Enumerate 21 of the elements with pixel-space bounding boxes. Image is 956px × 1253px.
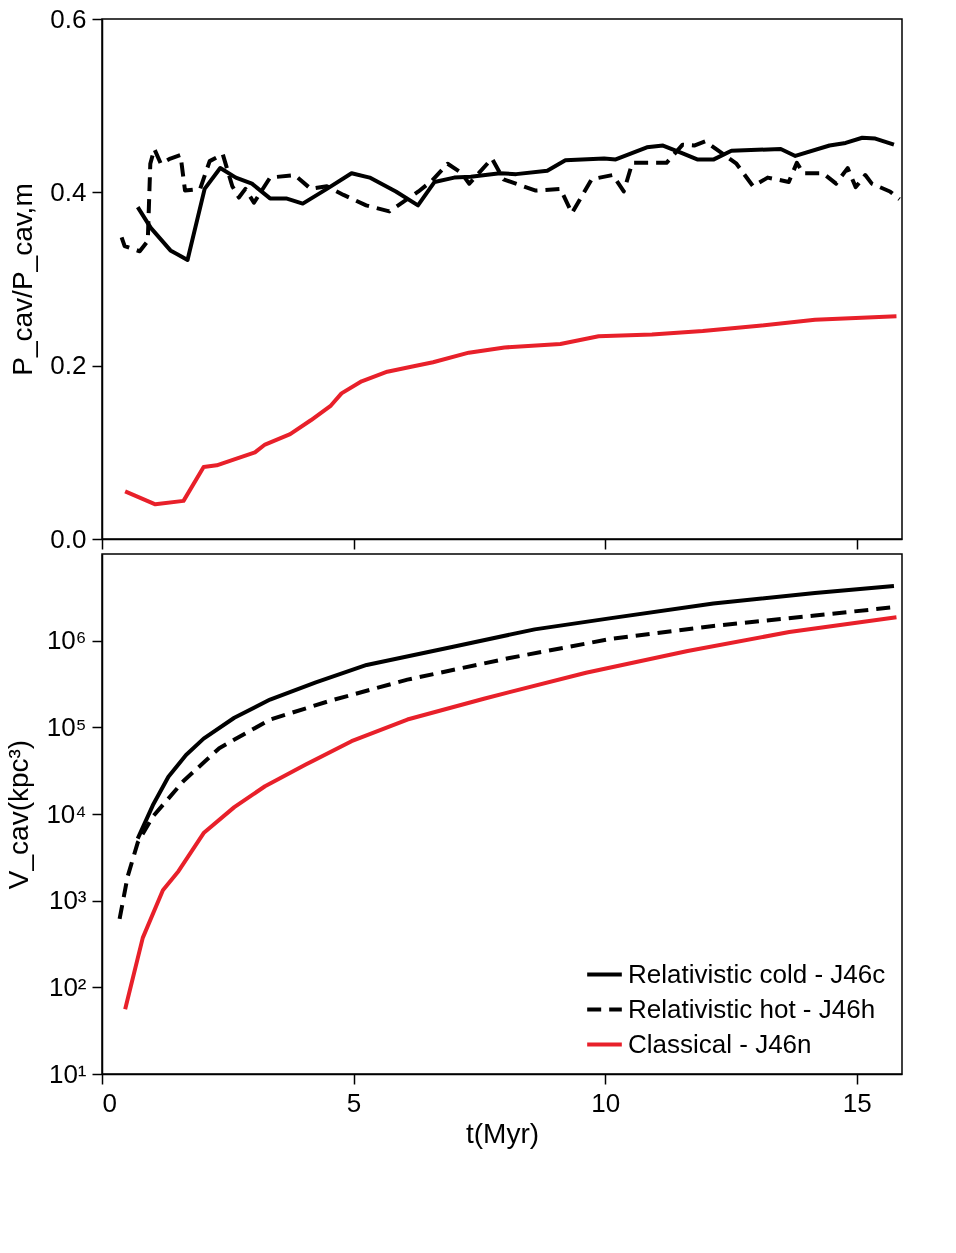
y-axis-title: V_cav(kpc³)	[3, 739, 35, 890]
legend-label: Relativistic cold - J46c	[628, 958, 886, 989]
x-tick-label: 15	[842, 1087, 872, 1118]
y-tick-label: 10⁵	[46, 711, 87, 742]
y-tick-label: 10¹	[48, 1058, 87, 1089]
y-tick-label: 10²	[48, 971, 87, 1002]
line-series	[123, 314, 899, 507]
y-tick-label: 0.4	[50, 176, 87, 207]
legend-label: Relativistic hot - J46h	[628, 993, 876, 1024]
legend-label: Classical - J46n	[628, 1028, 812, 1059]
y-tick-label: 0.2	[50, 350, 87, 381]
y-axis-title: P_cav/P_cav,m	[7, 183, 39, 376]
x-axis-title: t(Myr)	[465, 1117, 540, 1149]
y-tick-label: 10⁶	[46, 625, 87, 656]
y-tick-label: 0.6	[50, 3, 87, 34]
x-tick-label: 5	[346, 1087, 362, 1118]
x-tick-label: 0	[102, 1087, 117, 1118]
y-tick-label: 10³	[48, 885, 87, 916]
x-tick-label: 10	[591, 1087, 621, 1118]
y-tick-label: 0.0	[50, 523, 87, 554]
y-tick-label: 10⁴	[46, 798, 87, 829]
